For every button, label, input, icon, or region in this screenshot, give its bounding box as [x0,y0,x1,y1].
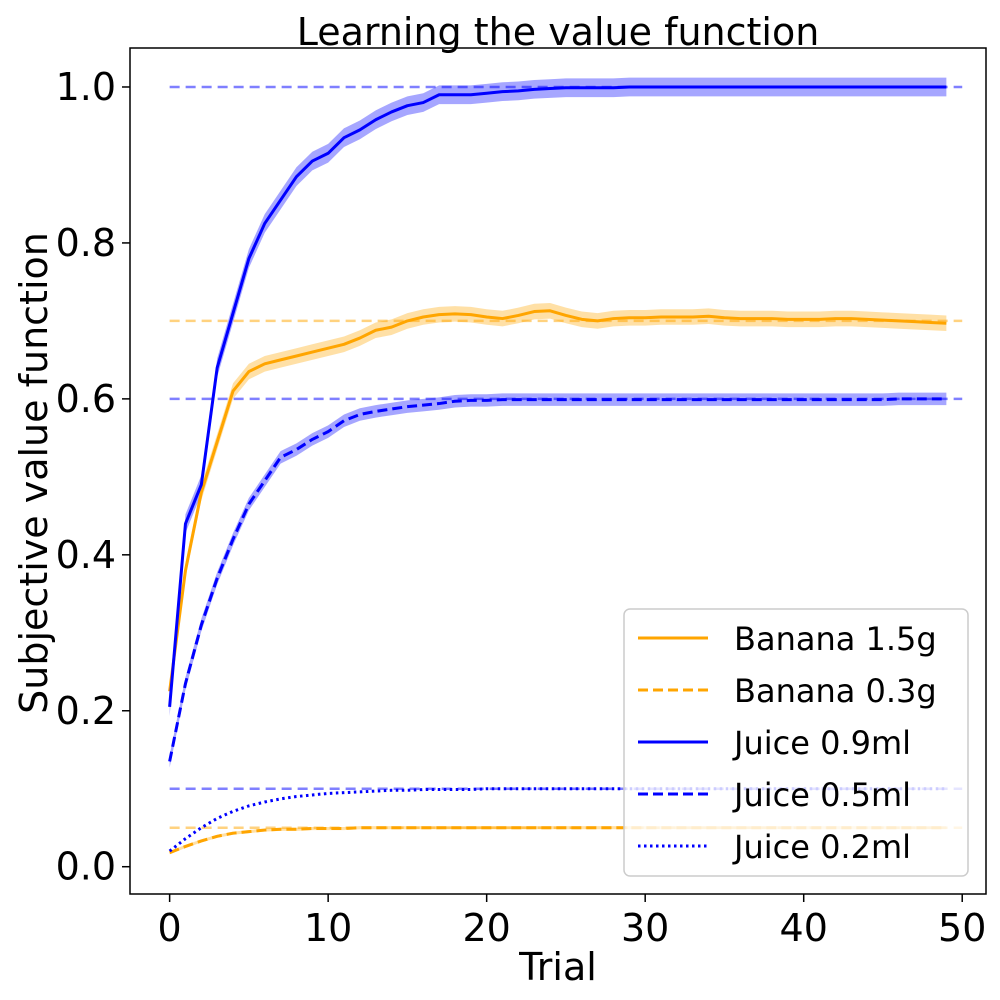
legend-label: Juice 0.5ml [732,776,911,814]
chart-title: Learning the value function [297,10,820,54]
x-tick-label: 30 [621,906,669,950]
legend-label: Juice 0.9ml [732,724,911,762]
y-axis-label: Subjective value function [12,232,56,714]
y-tick-label: 0.0 [56,845,116,889]
legend-label: Banana 0.3g [734,672,937,710]
x-axis-label: Trial [518,945,597,989]
x-tick-label: 0 [158,906,182,950]
legend-label: Banana 1.5g [734,620,937,658]
legend-box [623,608,969,877]
x-tick-label: 10 [304,906,352,950]
legend: Banana 1.5g Banana 0.3g Juice 0.9ml Juice 0… [623,608,969,877]
y-tick-label: 0.4 [56,533,116,577]
x-tick-label: 20 [462,906,510,950]
ticks: 0 10 20 30 40 50 0.0 0.2 0.4 0.6 0.8 1.0 [56,65,987,950]
legend-label: Juice 0.2ml [732,828,911,866]
x-tick-label: 50 [938,906,986,950]
axes [129,47,987,895]
y-tick-label: 0.2 [56,689,116,733]
series-line-0 [168,309,947,692]
series-line-3 [168,397,947,762]
y-tick-label: 0.8 [56,221,116,265]
y-tick-label: 1.0 [56,65,116,109]
x-tick-label: 40 [780,906,828,950]
series-line-2 [168,85,947,707]
plot-frame [129,47,987,895]
y-tick-label: 0.6 [56,377,116,421]
